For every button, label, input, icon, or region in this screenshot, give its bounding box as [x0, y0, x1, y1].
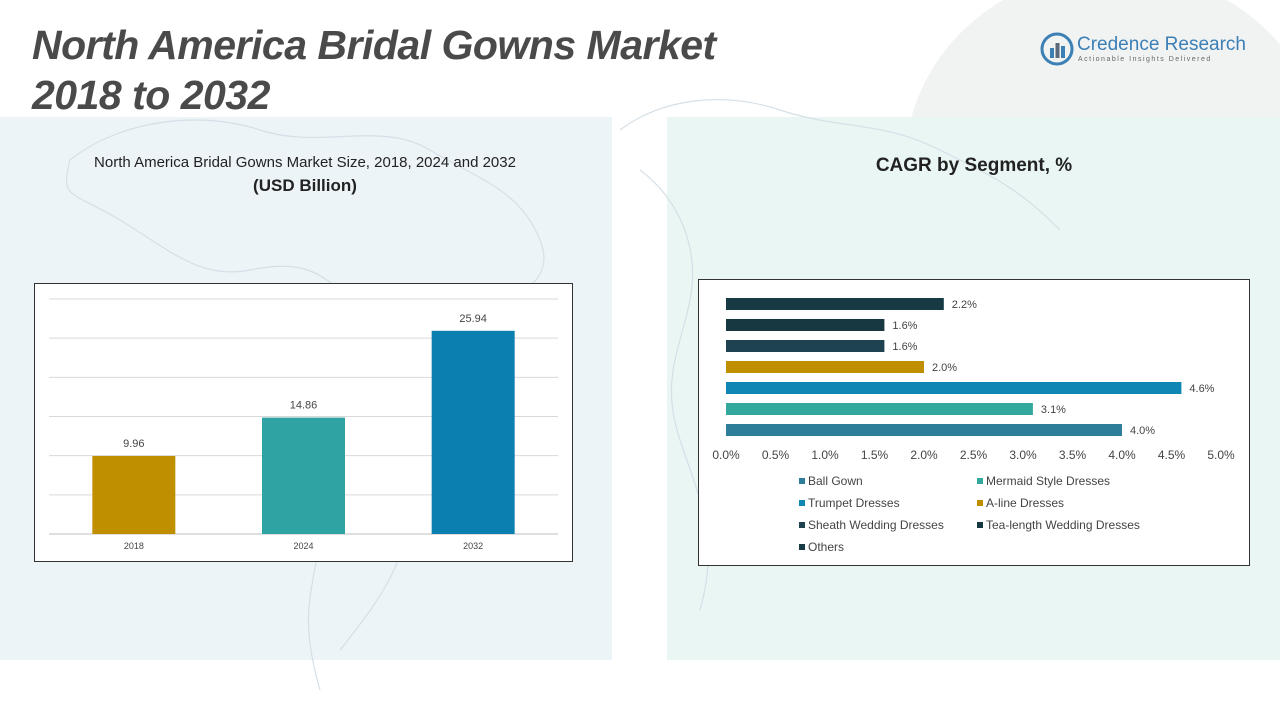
logo-name: Credence Research	[1077, 34, 1246, 55]
legend-item: Tea-length Wedding Dresses	[977, 517, 1227, 532]
x-tick-label: 5.0%	[1207, 448, 1235, 462]
bar-2032	[431, 330, 515, 534]
cagr-bar-mermaid-style-dresses	[726, 403, 1033, 415]
x-tick-label: 2024	[293, 541, 313, 551]
legend-swatch	[977, 477, 983, 484]
bar-value-label: 14.86	[290, 400, 318, 412]
cagr-chart: 4.0% 3.1% 4.6% 2.0% 1.6% 1.6% 2.2% 0.0% 0.5% 1.0%…	[698, 279, 1250, 566]
left-chart-title-text: North America Bridal Gowns Market Size, …	[94, 154, 516, 171]
legend-label: A-line Dresses	[986, 495, 1065, 510]
page-title: North America Bridal Gowns Market 2018 t…	[32, 20, 716, 120]
legend-swatch	[799, 477, 805, 484]
cagr-bar-a-line-dresses	[726, 361, 924, 373]
cagr-legend: Ball Gown Mermaid Style Dresses Trumpet Dr…	[799, 473, 1239, 554]
logo-tagline: Actionable Insights Delivered	[1078, 56, 1212, 63]
legend-item: Others	[799, 539, 977, 554]
legend-label: Sheath Wedding Dresses	[808, 517, 944, 532]
legend-label: Trumpet Dresses	[808, 495, 900, 510]
x-tick-label: 3.0%	[1009, 448, 1037, 462]
legend-label: Mermaid Style Dresses	[986, 473, 1111, 488]
cagr-value-label: 4.0%	[1130, 425, 1155, 437]
legend-item: Trumpet Dresses	[799, 495, 977, 510]
x-tick-label: 4.5%	[1158, 448, 1186, 462]
legend-swatch	[799, 543, 805, 550]
x-tick-label: 3.5%	[1059, 448, 1087, 462]
cagr-bar-sheath-wedding-dresses	[726, 340, 885, 352]
credence-logo-icon	[1040, 32, 1074, 66]
left-chart-unit: (USD Billion)	[253, 176, 357, 195]
market-size-chart: 9.96 2018 14.86 2024 25.94 2032	[34, 283, 573, 562]
legend-swatch	[977, 499, 983, 506]
x-tick-label: 4.0%	[1108, 448, 1136, 462]
cagr-value-label: 2.0%	[932, 362, 957, 374]
legend-swatch	[977, 521, 983, 528]
cagr-value-label: 2.2%	[952, 299, 977, 311]
x-tick-label: 0.0%	[712, 448, 740, 462]
cagr-bar-others	[726, 298, 944, 310]
legend-item: Sheath Wedding Dresses	[799, 517, 977, 532]
cagr-bar-trumpet-dresses	[726, 382, 1182, 394]
x-tick-label: 1.0%	[811, 448, 839, 462]
market-size-chart-svg: 9.96 2018 14.86 2024 25.94 2032	[49, 298, 558, 551]
cagr-chart-svg: 4.0% 3.1% 4.6% 2.0% 1.6% 1.6% 2.2% 0.0% 0.5% 1.0%…	[712, 298, 1235, 462]
x-tick-label: 2.0%	[910, 448, 938, 462]
cagr-bar-ball-gown	[726, 424, 1122, 436]
legend-label: Others	[808, 539, 845, 554]
legend-item: A-line Dresses	[977, 495, 1227, 510]
x-tick-label: 2032	[463, 541, 483, 551]
right-chart-title: CAGR by Segment, %	[875, 155, 1073, 176]
bar-2018	[92, 455, 176, 534]
page-title-line-1: North America Bridal Gowns Market	[32, 22, 716, 68]
left-chart-title: North America Bridal Gowns Market Size, …	[40, 153, 570, 196]
cagr-value-label: 1.6%	[892, 320, 917, 332]
x-tick-label: 1.5%	[861, 448, 889, 462]
cagr-value-label: 4.6%	[1189, 383, 1214, 395]
legend-swatch	[799, 499, 805, 506]
credence-logo: Credence Research Actionable Insights De…	[1040, 32, 1260, 68]
legend-label: Tea-length Wedding Dresses	[986, 517, 1140, 532]
x-tick-label: 2018	[124, 541, 144, 551]
bar-value-label: 9.96	[123, 438, 144, 450]
cagr-value-label: 3.1%	[1041, 404, 1066, 416]
legend-item: Mermaid Style Dresses	[977, 473, 1227, 488]
legend-label: Ball Gown	[808, 473, 863, 488]
legend-item: Ball Gown	[799, 473, 977, 488]
page-title-line-2: 2018 to 2032	[32, 72, 270, 118]
legend-swatch	[799, 521, 805, 528]
x-tick-label: 2.5%	[960, 448, 988, 462]
bar-2024	[262, 417, 345, 534]
cagr-bar-tea-length-wedding-dresses	[726, 319, 885, 331]
x-tick-label: 0.5%	[762, 448, 790, 462]
cagr-value-label: 1.6%	[892, 341, 917, 353]
bar-value-label: 25.94	[459, 313, 487, 325]
